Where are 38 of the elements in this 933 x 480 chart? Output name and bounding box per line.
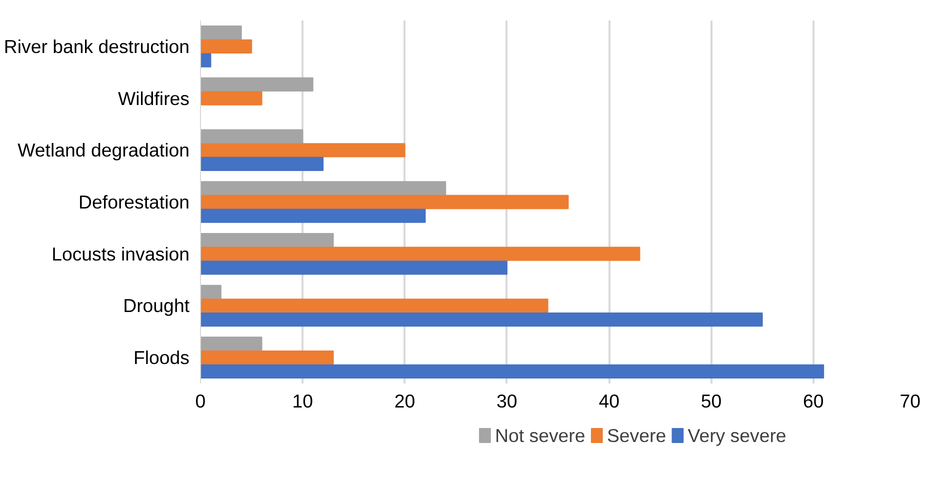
x-tick-label: 0 — [195, 390, 206, 412]
bar — [200, 208, 426, 223]
bar — [200, 39, 252, 54]
y-tick-label: Deforestation — [78, 192, 190, 212]
bar — [200, 298, 548, 313]
bar — [200, 194, 569, 210]
bar — [200, 336, 262, 351]
bar — [200, 77, 314, 92]
y-tick-label: Wetland degradation — [18, 140, 190, 161]
bar — [200, 156, 324, 172]
y-tick-label: Wildfires — [118, 88, 190, 109]
y-tick-label: Locusts invasion — [52, 243, 190, 264]
bar — [200, 260, 508, 275]
bar — [200, 143, 406, 158]
x-tick-label: 10 — [292, 390, 314, 412]
x-tick-label: 60 — [802, 390, 824, 412]
bar — [200, 350, 334, 365]
bar — [200, 129, 304, 144]
x-tick-label: 30 — [496, 390, 518, 412]
bar — [200, 364, 824, 378]
x-tick-label: 40 — [598, 390, 620, 412]
legend-label: Very severe — [688, 425, 786, 446]
y-tick-label: River bank destruction — [4, 36, 190, 57]
bar — [200, 26, 242, 40]
x-tick-label: 70 — [900, 390, 921, 412]
x-tick-label: 50 — [700, 390, 722, 412]
x-tick-label: 20 — [394, 390, 416, 412]
y-tick-label: Floods — [134, 347, 190, 368]
bar — [200, 181, 446, 196]
bar — [200, 232, 334, 248]
legend-label: Not severe — [495, 425, 586, 446]
bar — [200, 284, 222, 299]
legend-label: Severe — [606, 425, 666, 446]
y-tick-label: Drought — [123, 295, 190, 316]
bar — [200, 312, 763, 327]
bar — [200, 53, 212, 68]
bar — [200, 91, 262, 106]
bar — [200, 246, 640, 261]
